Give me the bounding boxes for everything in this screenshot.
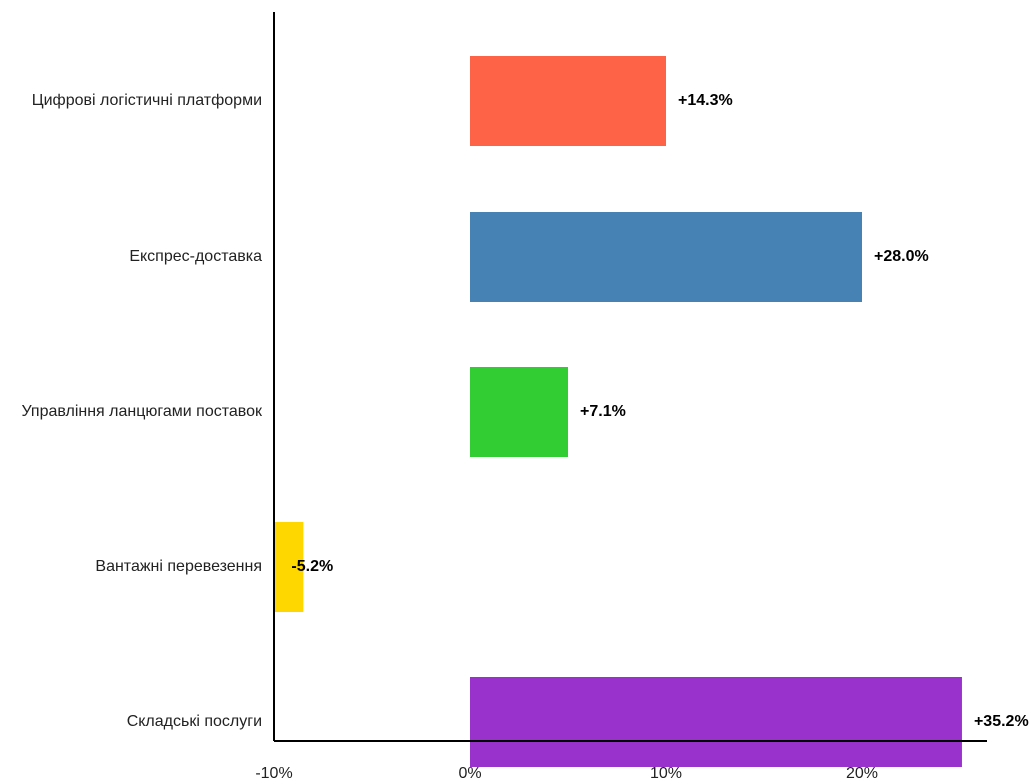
bar-3	[470, 367, 568, 457]
bar-4	[274, 522, 304, 612]
category-label: Управління ланцюгами поставок	[21, 403, 263, 420]
bar-2	[470, 212, 862, 302]
value-label: +7.1%	[580, 403, 626, 420]
bar-1	[470, 56, 666, 146]
category-label: Цифрові логістичні платформи	[32, 92, 262, 109]
value-labels: +14.3% +28.0% +7.1% -5.2% +35.2%	[291, 92, 1028, 730]
bars-layer	[274, 56, 962, 767]
x-tick-label: -10%	[255, 765, 292, 782]
category-label: Вантажні перевезення	[95, 558, 262, 575]
category-label: Експрес-доставка	[129, 248, 262, 265]
bar-5	[470, 677, 962, 767]
value-label: +28.0%	[874, 248, 929, 265]
x-tick-label: 10%	[650, 765, 682, 782]
value-label: +14.3%	[678, 92, 733, 109]
category-labels: Цифрові логістичні платформи Експрес-дост…	[21, 92, 263, 730]
x-tick-label: 0%	[458, 765, 481, 782]
axes-layer	[273, 12, 987, 742]
value-label: -5.2%	[291, 558, 333, 575]
x-tick-labels: -10%0%10%20%30%	[255, 765, 878, 782]
value-label: +35.2%	[974, 713, 1029, 730]
category-label: Складські послуги	[127, 713, 262, 730]
x-tick-label: 20%	[846, 765, 878, 782]
